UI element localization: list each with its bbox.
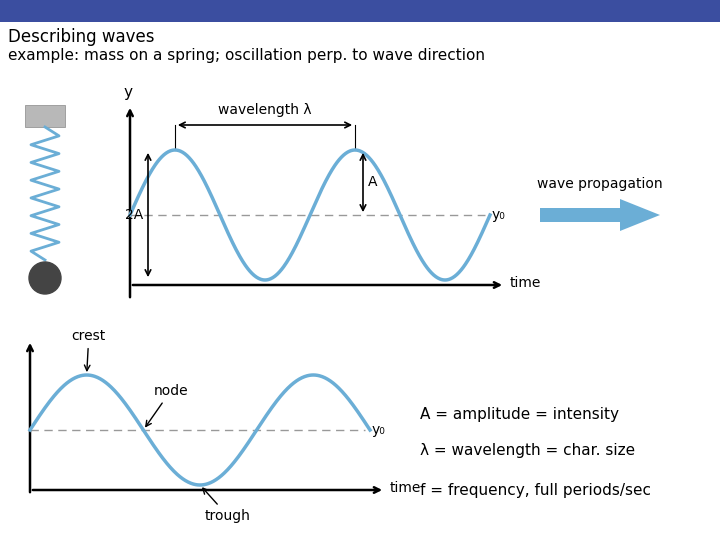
Polygon shape: [540, 199, 660, 231]
Text: time: time: [510, 276, 541, 290]
Text: 2A: 2A: [125, 208, 143, 222]
Text: example: mass on a spring; oscillation perp. to wave direction: example: mass on a spring; oscillation p…: [8, 48, 485, 63]
Text: wavelength λ: wavelength λ: [218, 103, 312, 117]
Bar: [0, 0, 720, 22]
Text: y₀: y₀: [492, 208, 505, 222]
Text: trough: trough: [203, 488, 251, 523]
Text: node: node: [146, 384, 188, 427]
Text: λ = wavelength = char. size: λ = wavelength = char. size: [420, 442, 635, 457]
Text: f = frequency, full periods/sec: f = frequency, full periods/sec: [420, 483, 651, 497]
Text: A = amplitude = intensity: A = amplitude = intensity: [420, 408, 619, 422]
Text: wave propagation: wave propagation: [537, 177, 663, 191]
Circle shape: [29, 262, 61, 294]
Text: time: time: [390, 481, 421, 495]
Text: A: A: [368, 176, 377, 190]
Text: Describing waves: Describing waves: [8, 28, 155, 46]
Text: crest: crest: [72, 329, 106, 370]
Text: y₀: y₀: [372, 423, 386, 437]
Text: y: y: [124, 85, 132, 100]
Bar: [25, 105, 65, 127]
